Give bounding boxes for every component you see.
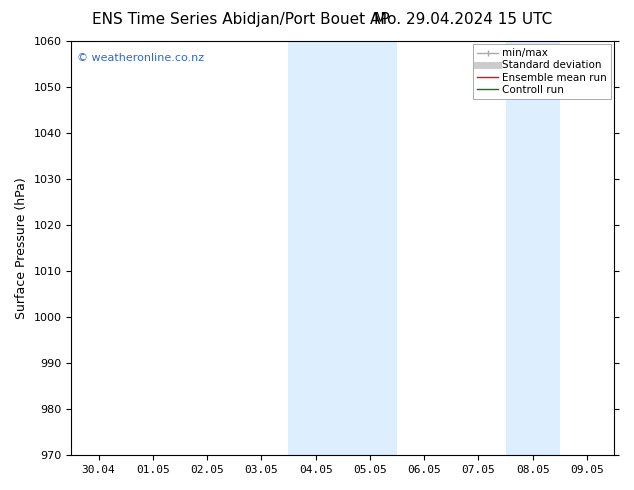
Text: Mo. 29.04.2024 15 UTC: Mo. 29.04.2024 15 UTC	[373, 12, 552, 27]
Legend: min/max, Standard deviation, Ensemble mean run, Controll run: min/max, Standard deviation, Ensemble me…	[473, 44, 611, 99]
Bar	[288, 41, 397, 455]
Text: ENS Time Series Abidjan/Port Bouet AP: ENS Time Series Abidjan/Port Bouet AP	[92, 12, 390, 27]
Text: © weatheronline.co.nz: © weatheronline.co.nz	[77, 53, 204, 64]
Y-axis label: Surface Pressure (hPa): Surface Pressure (hPa)	[15, 177, 28, 319]
Bar	[505, 41, 560, 455]
